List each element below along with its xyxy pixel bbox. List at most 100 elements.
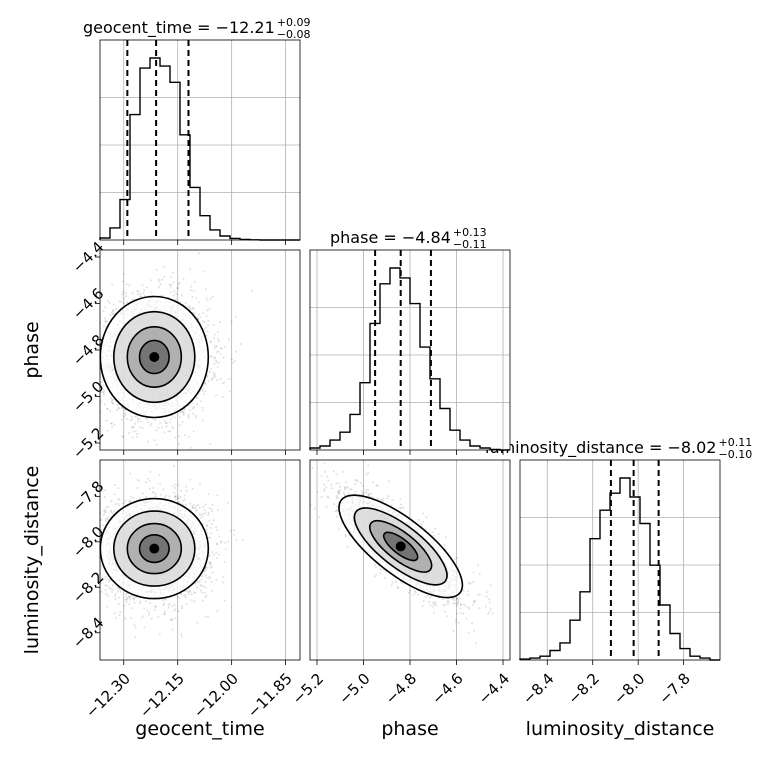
sample-point [221, 382, 224, 385]
sample-point [207, 380, 210, 383]
sample-point [169, 421, 171, 424]
sample-point [130, 607, 133, 610]
sample-point [215, 345, 218, 348]
sample-point [204, 381, 206, 384]
sample-point [136, 289, 139, 292]
sample-point [169, 291, 172, 294]
sample-point [122, 272, 125, 275]
sample-point [149, 424, 152, 427]
sample-point [134, 415, 137, 418]
sample-point [115, 307, 117, 310]
sample-point [117, 407, 120, 409]
panel-frame [99, 39, 301, 241]
sample-point [233, 533, 235, 536]
sample-point [171, 427, 174, 430]
sample-point [130, 495, 133, 498]
sample-point [194, 414, 197, 417]
sample-point [192, 307, 195, 310]
sample-point [165, 422, 168, 424]
sample-point [202, 419, 204, 422]
sample-point [215, 351, 218, 354]
sample-point [174, 436, 177, 439]
sample-point [116, 590, 119, 593]
sample-point [218, 340, 220, 343]
sample-point [170, 418, 172, 421]
sample-point [139, 600, 142, 603]
sample-point [106, 518, 109, 521]
sample-point [194, 312, 196, 315]
sample-point [209, 340, 212, 343]
sample-point [155, 429, 158, 432]
sample-point [212, 336, 215, 339]
sample-point [188, 305, 191, 308]
sample-point [207, 319, 210, 322]
sample-point [169, 430, 172, 433]
sample-point [184, 302, 187, 304]
sample-point [159, 283, 162, 286]
sample-point [188, 589, 191, 592]
sample-point [157, 615, 160, 618]
sample-point [204, 580, 207, 583]
sample-point [217, 361, 220, 364]
sample-point [161, 599, 164, 602]
sample-point [191, 306, 194, 309]
sample-point [217, 350, 220, 353]
sample-point [176, 287, 179, 290]
sample-point [109, 314, 112, 317]
title-lower-phase: −0.11 [453, 238, 487, 251]
sample-point [102, 391, 105, 394]
sample-point [220, 347, 223, 350]
sample-point [174, 483, 177, 486]
title-upper-luminosity_distance: +0.11 [718, 436, 752, 449]
sample-point [104, 320, 107, 323]
sample-point [112, 310, 115, 313]
sample-point [157, 286, 160, 288]
sample-point [145, 495, 148, 498]
sample-point [223, 599, 226, 602]
sample-point [190, 285, 193, 288]
sample-point [146, 477, 149, 480]
sample-point [176, 595, 179, 598]
sample-point [139, 420, 142, 423]
sample-point [164, 420, 167, 423]
sample-point [199, 513, 202, 516]
sample-point [106, 320, 108, 323]
sample-point [210, 532, 213, 534]
sample-point [165, 494, 168, 497]
sample-point [110, 397, 112, 400]
sample-point [116, 403, 119, 406]
sample-point [145, 286, 148, 289]
sample-point [111, 512, 114, 515]
sample-point [182, 411, 185, 414]
sample-point [174, 498, 177, 501]
sample-point [234, 360, 237, 363]
sample-point [192, 289, 195, 292]
sample-point [196, 403, 198, 406]
sample-point [113, 423, 116, 426]
sample-point [192, 430, 195, 433]
sample-point [111, 399, 114, 402]
sample-point [180, 489, 182, 492]
sample-point [132, 430, 135, 433]
sample-point [204, 615, 207, 618]
sample-point [182, 409, 185, 412]
sample-point [134, 430, 137, 433]
sample-point [215, 557, 218, 560]
sample-point [215, 394, 218, 397]
sample-point [207, 493, 210, 496]
sample-point [214, 359, 217, 362]
sample-point [206, 330, 209, 333]
sample-point [175, 293, 178, 296]
sample-point [141, 492, 144, 495]
sample-point [209, 443, 212, 446]
sample-point [177, 287, 180, 289]
sample-point [152, 487, 155, 489]
sample-point [182, 414, 185, 416]
sample-point [122, 280, 125, 283]
sample-point [150, 617, 153, 620]
sample-point [185, 485, 188, 488]
sample-point [143, 626, 146, 629]
sample-point [198, 313, 201, 316]
sample-point [123, 415, 126, 418]
sample-point [172, 465, 175, 467]
